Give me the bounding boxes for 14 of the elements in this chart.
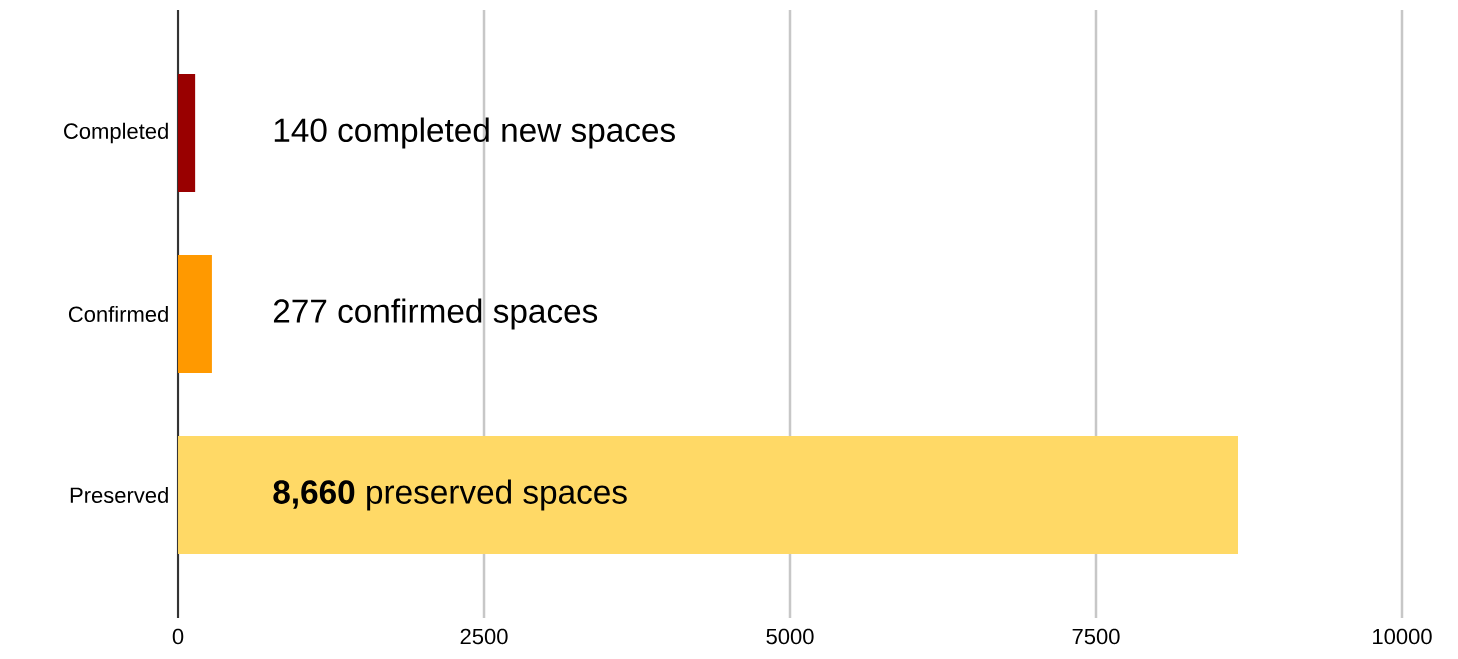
x-tick-label: 7500 bbox=[1072, 628, 1120, 645]
x-tick-label: 10000 bbox=[1373, 628, 1432, 645]
bar bbox=[178, 435, 1238, 554]
y-tick-label: Confirmed bbox=[68, 305, 168, 323]
x-tick-label: 0 bbox=[172, 628, 184, 645]
y-tick-label: Completed bbox=[64, 122, 168, 144]
bar bbox=[178, 255, 212, 373]
data-label: 277 confirmed spaces bbox=[273, 298, 598, 330]
bar bbox=[178, 74, 196, 193]
y-tick-label: Preserved bbox=[70, 486, 168, 504]
data-label: 140 completed new spaces bbox=[274, 117, 675, 149]
x-tick-label: 5000 bbox=[766, 628, 814, 645]
x-tick-label: 2500 bbox=[460, 628, 508, 645]
data-label: 8,660 preserved spaces bbox=[273, 479, 627, 511]
